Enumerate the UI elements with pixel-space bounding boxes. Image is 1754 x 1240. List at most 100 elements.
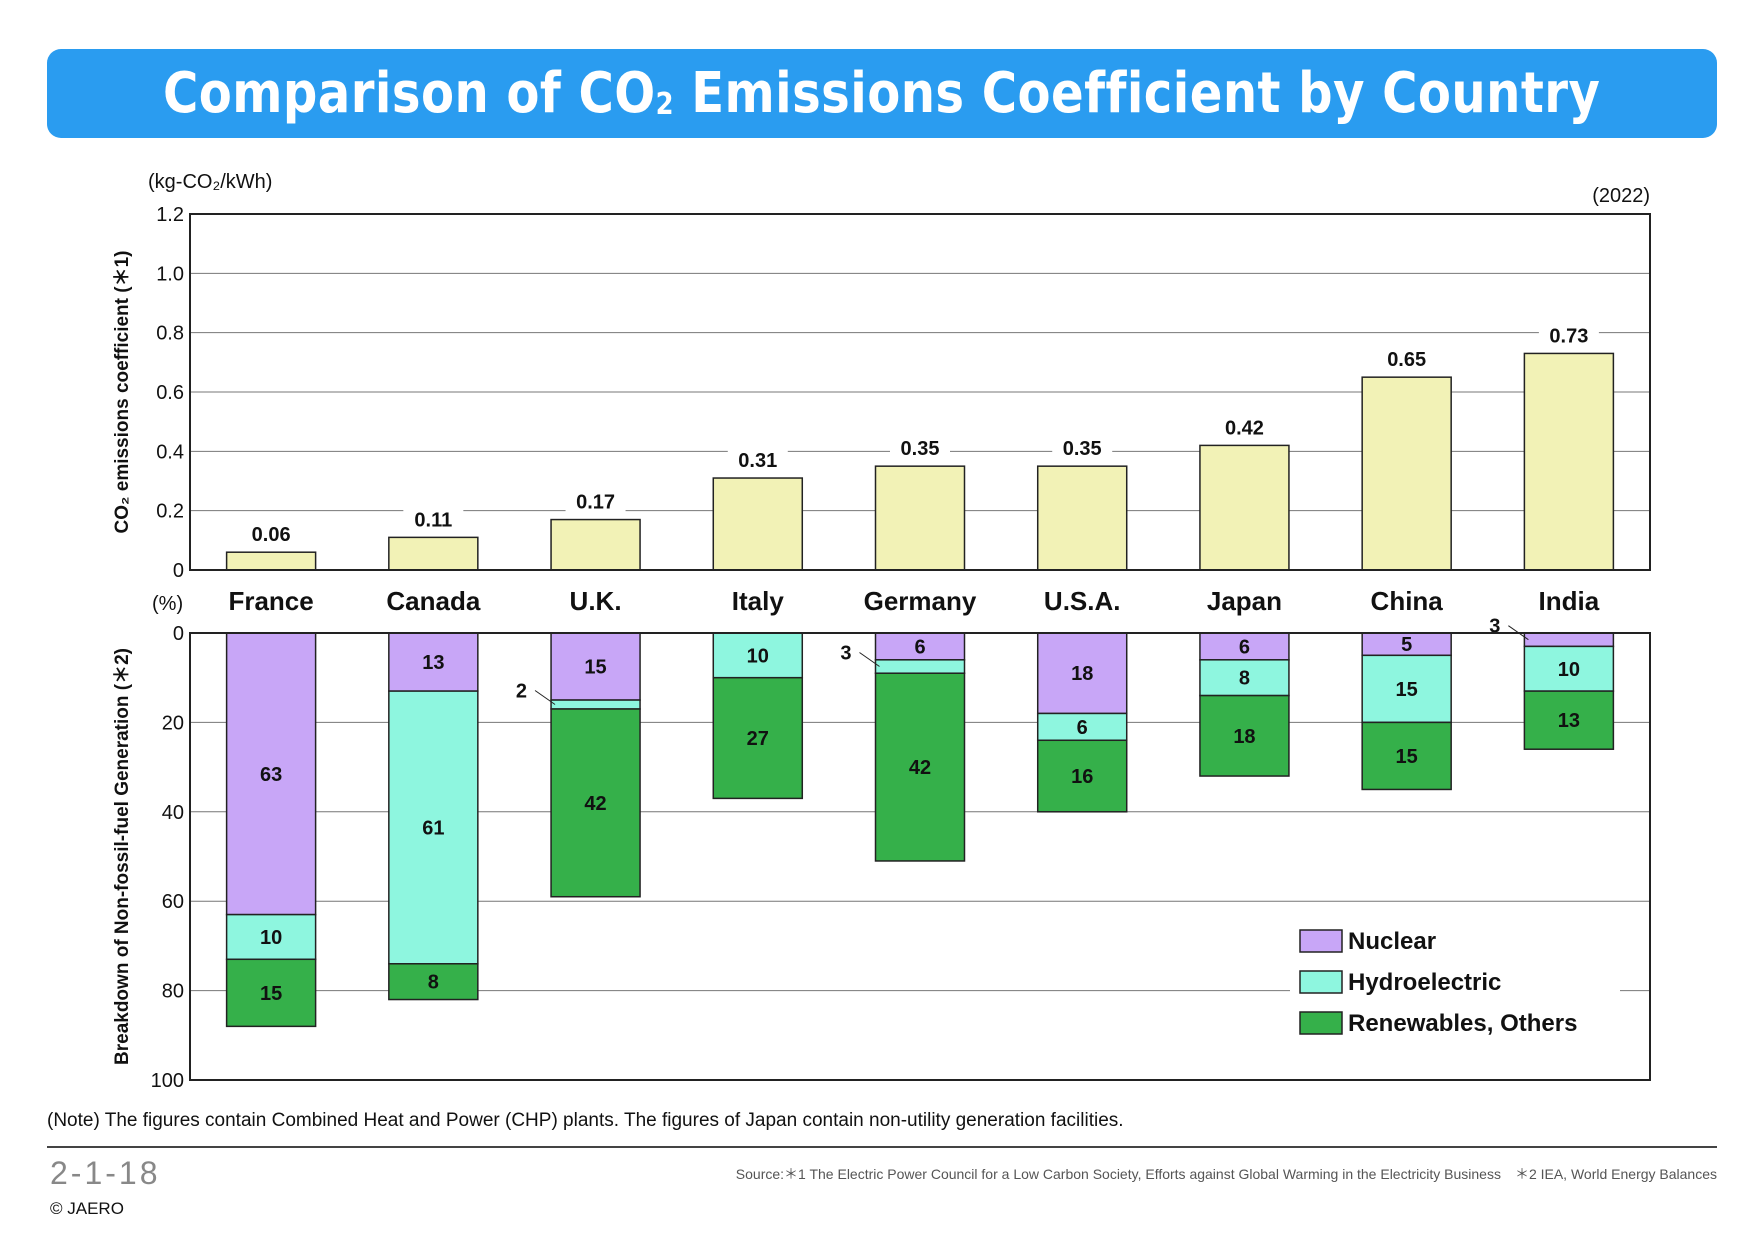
copyright: © JAERO bbox=[50, 1199, 124, 1218]
bottom-y-tick-label: 80 bbox=[162, 981, 184, 1003]
segment-value-label: 6 bbox=[1077, 717, 1088, 739]
chart-area: 0 0.2 0.4 0.6 0.8 1.0 1.2 0.06 0.11 0.17 0.31 0.35 0… bbox=[112, 171, 1651, 1092]
emission-value-label: 0.73 bbox=[1549, 325, 1588, 347]
value-label-bg bbox=[1538, 323, 1599, 348]
segment-renewables-italy bbox=[712, 676, 804, 800]
segment-hydroelectric-italy bbox=[712, 632, 804, 679]
source-citation: Source:＊1 The Electric Power Council for… bbox=[735, 1166, 1717, 1182]
legend-label: Hydroelectric bbox=[1348, 969, 1501, 996]
emission-bar-india bbox=[1523, 352, 1615, 571]
segment-value-label: 6 bbox=[914, 636, 925, 658]
category-label: Canada bbox=[386, 586, 480, 616]
segment-hydroelectric-canada bbox=[388, 690, 479, 965]
segment-value-label: 8 bbox=[1239, 668, 1250, 690]
category-label: France bbox=[228, 586, 313, 616]
emission-value-label: 0.35 bbox=[1063, 438, 1102, 460]
value-label-bg bbox=[1214, 415, 1275, 440]
legend-swatch-hydroelectric bbox=[1299, 970, 1343, 994]
segment-value-label: 16 bbox=[1071, 766, 1093, 788]
segment-value-label: 63 bbox=[260, 764, 282, 786]
segment-hydroelectric-japan bbox=[1199, 659, 1290, 697]
category-label: China bbox=[1371, 586, 1444, 616]
footnote: (Note) The figures contain Combined Heat… bbox=[47, 1110, 1124, 1131]
emission-value-label: 0.06 bbox=[252, 524, 291, 546]
top-y-tick-label: 0.4 bbox=[156, 441, 184, 463]
category-label: Japan bbox=[1207, 586, 1282, 616]
segment-hydroelectric-germany bbox=[874, 659, 966, 674]
value-label-bg bbox=[565, 489, 626, 514]
segment-nuclear-india bbox=[1523, 632, 1615, 648]
emission-bar-china bbox=[1361, 376, 1452, 571]
value-label-bg bbox=[241, 522, 302, 547]
legend-label: Renewables, Others bbox=[1348, 1010, 1577, 1037]
bottom-y-tick-label: 100 bbox=[151, 1070, 184, 1092]
segment-hydroelectric-china bbox=[1361, 654, 1452, 724]
segment-value-label: 61 bbox=[422, 817, 444, 839]
top-plot-frame bbox=[189, 213, 1651, 571]
segment-nuclear-uk bbox=[550, 632, 641, 701]
emission-value-label: 0.17 bbox=[576, 492, 615, 514]
segment-value-label: 5 bbox=[1401, 634, 1412, 656]
emission-bar-italy bbox=[712, 477, 804, 571]
segment-nuclear-france bbox=[225, 632, 317, 916]
page-number: 2-1-18 bbox=[50, 1155, 161, 1191]
emission-bar-france bbox=[225, 551, 317, 571]
segment-value-label: 18 bbox=[1071, 663, 1093, 685]
segment-renewables-uk bbox=[550, 708, 641, 898]
emission-value-label: 0.35 bbox=[901, 438, 940, 460]
bottom-y-tick-label: 20 bbox=[162, 712, 184, 734]
segment-nuclear-usa bbox=[1036, 632, 1128, 715]
value-label-bg bbox=[1052, 436, 1113, 461]
emission-bar-canada bbox=[388, 536, 479, 571]
segment-value-label: 8 bbox=[428, 972, 439, 994]
segment-callout-label: 3 bbox=[840, 643, 851, 665]
segment-nuclear-canada bbox=[388, 632, 479, 692]
bottom-y-tick-label: 0 bbox=[173, 623, 184, 645]
segment-value-label: 10 bbox=[1558, 659, 1580, 681]
segment-value-label: 10 bbox=[747, 645, 769, 667]
top-y-tick-label: 0.2 bbox=[156, 501, 184, 523]
emission-bar-japan bbox=[1199, 444, 1290, 571]
segment-hydroelectric-france bbox=[225, 913, 317, 961]
emission-bar-uk bbox=[550, 518, 641, 571]
segment-renewables-usa bbox=[1036, 739, 1128, 813]
category-label: India bbox=[1539, 586, 1600, 616]
value-label-bg bbox=[890, 436, 950, 461]
legend-label: Nuclear bbox=[1348, 928, 1436, 955]
top-y-axis-title: CO₂ emissions coefficient (＊1) bbox=[112, 251, 133, 534]
segment-value-label: 13 bbox=[422, 652, 444, 674]
top-y-tick-label: 0.8 bbox=[156, 323, 184, 345]
emission-bar-germany bbox=[874, 465, 966, 571]
title-banner: Comparison of CO2 Emissions Coefficient … bbox=[47, 49, 1717, 138]
value-label-bg bbox=[1376, 347, 1437, 372]
top-unit-label: (kg-CO₂/kWh) bbox=[148, 171, 272, 193]
segment-renewables-canada bbox=[388, 963, 479, 1001]
segment-value-label: 27 bbox=[747, 728, 769, 750]
emission-value-label: 0.11 bbox=[414, 509, 452, 531]
value-label-bg bbox=[727, 448, 788, 473]
bottom-y-axis-title: Breakdown of Non-fossil-fuel Generation … bbox=[112, 648, 133, 1065]
callout-leader bbox=[534, 690, 556, 705]
bottom-unit-label: (%) bbox=[152, 593, 183, 615]
top-y-tick-label: 0.6 bbox=[156, 382, 184, 404]
emission-value-label: 0.42 bbox=[1225, 417, 1264, 439]
footer-divider bbox=[47, 1146, 1717, 1148]
segment-renewables-germany bbox=[874, 672, 966, 862]
segment-value-label: 42 bbox=[584, 793, 606, 815]
segment-value-label: 15 bbox=[584, 657, 606, 679]
segment-callout-label: 2 bbox=[516, 681, 527, 703]
segment-callout-label: 3 bbox=[1489, 616, 1500, 638]
segment-value-label: 15 bbox=[1396, 746, 1418, 768]
page-title: Comparison of CO2 Emissions Coefficient … bbox=[163, 61, 1601, 126]
top-y-tick-label: 1.2 bbox=[156, 204, 184, 226]
segment-renewables-china bbox=[1361, 721, 1452, 791]
bottom-y-tick-label: 40 bbox=[162, 802, 184, 824]
category-label: U.S.A. bbox=[1044, 586, 1121, 616]
segment-value-label: 15 bbox=[260, 983, 282, 1005]
emission-value-label: 0.65 bbox=[1387, 349, 1426, 371]
segment-value-label: 13 bbox=[1558, 710, 1580, 732]
top-y-tick-label: 0 bbox=[173, 560, 184, 582]
bottom-y-tick-label: 60 bbox=[162, 891, 184, 913]
segment-value-label: 18 bbox=[1233, 726, 1255, 748]
segment-hydroelectric-india bbox=[1523, 645, 1615, 692]
